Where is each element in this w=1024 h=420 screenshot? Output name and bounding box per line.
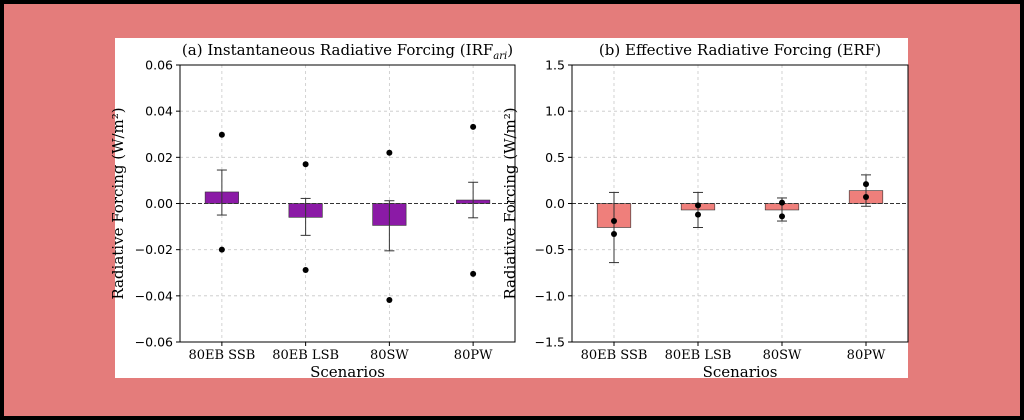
y-tick-label: 0.5 bbox=[545, 150, 565, 165]
data-point bbox=[218, 131, 225, 138]
y-axis-label: Radiative Forcing (W/m²) bbox=[109, 107, 127, 299]
y-axis-label: Radiative Forcing (W/m²) bbox=[501, 107, 519, 299]
data-point bbox=[218, 246, 225, 253]
y-tick-label: 1.0 bbox=[545, 104, 565, 119]
data-point bbox=[302, 266, 309, 273]
x-tick-label: 80EB SSB bbox=[188, 348, 255, 363]
chart-title: (b) Effective Radiative Forcing (ERF) bbox=[599, 41, 881, 59]
x-axis-label: Scenarios bbox=[703, 363, 778, 381]
data-point bbox=[779, 199, 785, 206]
data-point bbox=[695, 202, 701, 209]
data-point bbox=[611, 218, 617, 225]
data-point bbox=[302, 161, 309, 168]
data-point bbox=[695, 211, 701, 218]
y-tick-label: 1.5 bbox=[545, 58, 565, 73]
chart-irf: −0.06 −0.04 −0.02 0.00 0.02 0.04 0.06 80EB SSB 8… bbox=[109, 41, 516, 381]
chart-erf: −1.5 −1.0 −0.5 0.0 0.5 1.0 1.5 80EB SSB 80EB LSB… bbox=[501, 41, 909, 381]
x-tick-label: 80EB LSB bbox=[665, 348, 732, 363]
y-tick-label: −0.5 bbox=[535, 242, 565, 257]
data-point bbox=[386, 296, 393, 303]
x-tick-label: 80SW bbox=[370, 348, 409, 363]
data-point bbox=[779, 213, 785, 220]
y-tick-label: 0.02 bbox=[145, 150, 173, 165]
x-tick-label: 80EB LSB bbox=[272, 348, 339, 363]
y-tick-label: −1.5 bbox=[535, 335, 565, 350]
x-tick-label: 80SW bbox=[763, 348, 802, 363]
y-tick-label: 0.06 bbox=[145, 58, 173, 73]
y-tick-label: −0.06 bbox=[135, 335, 173, 350]
data-point bbox=[863, 194, 869, 201]
y-tick-label: 0.04 bbox=[145, 104, 173, 119]
data-point bbox=[611, 230, 617, 237]
data-point bbox=[470, 270, 477, 277]
data-point bbox=[863, 181, 869, 188]
x-tick-label: 80PW bbox=[454, 348, 493, 363]
data-point bbox=[386, 149, 393, 156]
y-tick-label: −1.0 bbox=[535, 288, 565, 303]
data-point bbox=[470, 123, 477, 130]
x-tick-label: 80EB SSB bbox=[581, 348, 648, 363]
y-tick-label: −0.04 bbox=[135, 288, 173, 303]
y-tick-label: −0.02 bbox=[135, 242, 173, 257]
x-axis-label: Scenarios bbox=[310, 363, 385, 381]
chart-title: (a) Instantaneous Radiative Forcing (IRF… bbox=[182, 41, 513, 62]
y-tick-label: 0.00 bbox=[145, 196, 173, 211]
x-tick-label: 80PW bbox=[847, 348, 886, 363]
y-tick-label: 0.0 bbox=[545, 196, 565, 211]
